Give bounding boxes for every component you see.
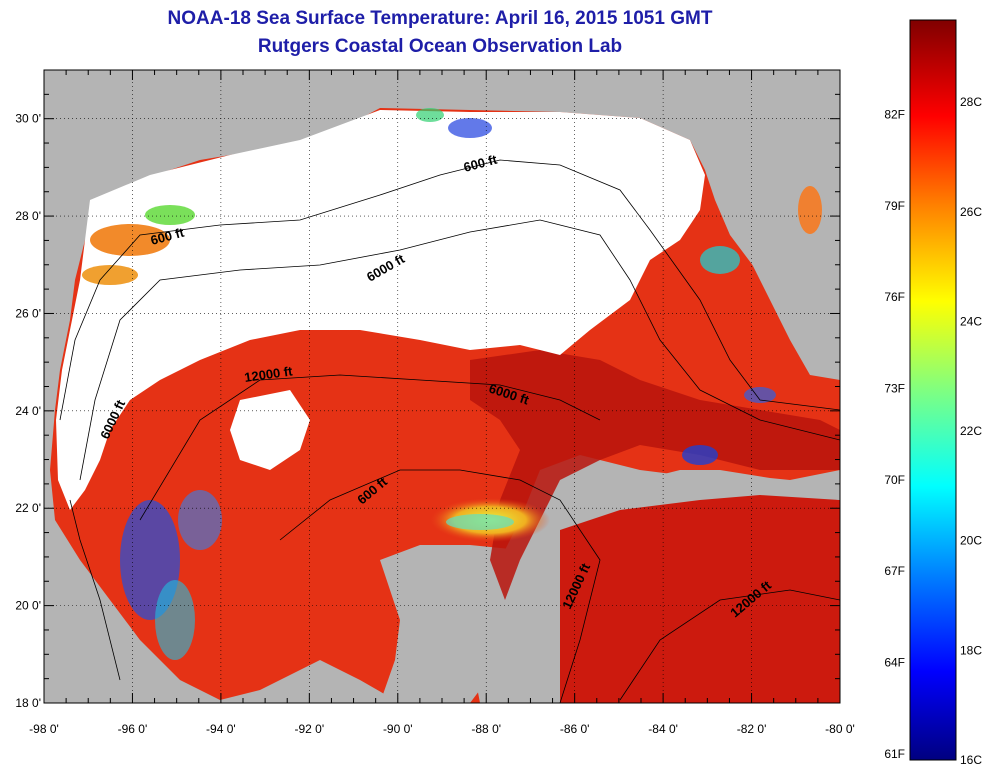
lon-tick-label: -88 0' (471, 722, 501, 736)
colorbar-celsius-labels: 28C 26C 24C 22C 20C 18C 16C (960, 95, 982, 767)
cool-water-patches (82, 108, 822, 660)
map-subtitle: Rutgers Coastal Ocean Observation Lab (257, 36, 623, 57)
lon-tick-label: -98 0' (29, 722, 59, 736)
colorbar-celsius-label: 24C (960, 314, 982, 328)
colorbar-fahrenheit-label: 76F (884, 290, 905, 304)
lat-tick-label: 30 0' (15, 112, 41, 126)
lat-tick-label: 18 0' (15, 696, 41, 710)
colorbar-celsius-label: 28C (960, 95, 982, 109)
longitude-axis: -98 0' -96 0' -94 0' -92 0' -90 0' -88 0' -86 … (29, 70, 855, 736)
lon-tick-label: -92 0' (295, 722, 325, 736)
colorbar-celsius-label: 26C (960, 205, 982, 219)
map-title: NOAA-18 Sea Surface Temperature: April 1… (167, 8, 713, 29)
lon-tick-label: -96 0' (118, 722, 148, 736)
lat-tick-label: 22 0' (15, 501, 41, 515)
colorbar-celsius-label: 22C (960, 424, 982, 438)
cloud-cover-north (56, 110, 705, 510)
colorbar-fahrenheit-label: 70F (884, 473, 905, 487)
cloud-cover-west (230, 390, 310, 470)
lat-tick-label: 20 0' (15, 599, 41, 613)
colorbar-fahrenheit-label: 79F (884, 199, 905, 213)
colorbar-fahrenheit-label: 82F (884, 107, 905, 121)
lat-tick-label: 24 0' (15, 404, 41, 418)
lon-tick-label: -90 0' (383, 722, 413, 736)
gridlines (44, 70, 840, 703)
lon-tick-label: -84 0' (648, 722, 678, 736)
colorbar-fahrenheit-label: 67F (884, 564, 905, 578)
lon-tick-label: -94 0' (206, 722, 236, 736)
bathymetry-contours (59, 159, 840, 703)
warm-current-core (470, 350, 840, 600)
colorbar-celsius-label: 20C (960, 534, 982, 548)
lat-tick-label: 28 0' (15, 209, 41, 223)
colorbar-celsius-label: 18C (960, 643, 982, 657)
lon-tick-label: -80 0' (825, 722, 855, 736)
colorbar (909, 19, 957, 761)
latitude-axis: 18 0' 20 0' 22 0' 24 0' 26 0' 28 0' 30 0' (15, 69, 840, 710)
colorbar-fahrenheit-label: 73F (884, 381, 905, 395)
colorbar-fahrenheit-label: 61F (884, 747, 905, 761)
colorbar-fahrenheit-labels: 82F 79F 76F 73F 70F 67F 64F 61F (884, 107, 905, 761)
lon-tick-label: -86 0' (560, 722, 590, 736)
yucatan-land (380, 540, 560, 703)
contour-label: 12000 ft (243, 363, 294, 385)
lon-tick-label: -82 0' (737, 722, 767, 736)
lat-tick-label: 26 0' (15, 306, 41, 320)
colorbar-celsius-label: 16C (960, 753, 982, 767)
cuba-land (640, 470, 840, 500)
caribbean-water (560, 495, 840, 703)
florida-land (700, 70, 840, 380)
colorbar-fahrenheit-label: 64F (884, 656, 905, 670)
